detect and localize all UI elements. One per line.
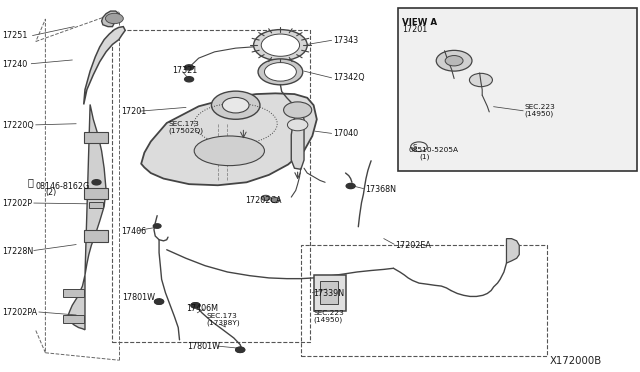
Polygon shape [506, 238, 519, 263]
Circle shape [271, 198, 280, 203]
Text: SEC.223: SEC.223 [524, 105, 555, 110]
Circle shape [184, 65, 193, 70]
Bar [63, 289, 84, 297]
Circle shape [211, 91, 260, 119]
Circle shape [469, 73, 492, 87]
Text: 17202PA: 17202PA [3, 308, 38, 317]
Text: 17406: 17406 [121, 227, 146, 236]
Circle shape [191, 303, 200, 308]
Text: (14950): (14950) [314, 316, 343, 323]
Text: (17502Q): (17502Q) [168, 127, 203, 134]
Polygon shape [68, 275, 85, 330]
Text: 17321: 17321 [172, 66, 197, 75]
Bar [89, 202, 103, 208]
Text: 17801W: 17801W [122, 294, 155, 302]
Circle shape [236, 347, 244, 352]
Bar [84, 231, 108, 241]
Circle shape [436, 50, 472, 71]
Text: VIEW A: VIEW A [402, 18, 437, 27]
Text: 17040: 17040 [333, 129, 358, 138]
Bar [301, 245, 547, 356]
Text: (1): (1) [419, 153, 429, 160]
Polygon shape [141, 93, 317, 185]
Circle shape [445, 55, 463, 66]
Text: Ⓑ: Ⓑ [28, 177, 33, 187]
Circle shape [284, 102, 312, 118]
Text: SEC.223: SEC.223 [314, 310, 344, 316]
Text: 17228N: 17228N [3, 247, 34, 256]
Text: 17342Q: 17342Q [333, 73, 364, 82]
Text: 17339N: 17339N [314, 289, 345, 298]
Text: (17338Y): (17338Y) [206, 320, 240, 326]
Text: SEC.173: SEC.173 [168, 121, 199, 127]
Text: X172000B: X172000B [550, 356, 602, 366]
Circle shape [222, 97, 249, 113]
Circle shape [261, 195, 270, 201]
Text: 17240: 17240 [3, 60, 28, 69]
Circle shape [184, 77, 193, 82]
Text: (2): (2) [45, 188, 57, 197]
Polygon shape [291, 113, 304, 169]
Circle shape [253, 30, 307, 61]
Text: SEC.173: SEC.173 [206, 314, 237, 320]
Bar [84, 188, 108, 199]
Circle shape [346, 183, 355, 189]
Text: 17251: 17251 [3, 31, 28, 41]
Polygon shape [85, 105, 106, 275]
Polygon shape [102, 11, 119, 27]
Text: 17368N: 17368N [365, 185, 396, 194]
Bar [84, 132, 108, 143]
Bar [320, 281, 338, 304]
Text: 17220Q: 17220Q [3, 122, 35, 131]
Text: S: S [412, 144, 417, 150]
Circle shape [155, 299, 164, 304]
Ellipse shape [194, 136, 264, 166]
Text: 08146-8162G: 08146-8162G [36, 182, 90, 190]
Text: 17202CA: 17202CA [245, 196, 282, 205]
Text: 17343: 17343 [333, 36, 358, 45]
Polygon shape [84, 27, 125, 105]
Text: 17202EA: 17202EA [396, 241, 431, 250]
Circle shape [261, 34, 300, 56]
Text: 17201: 17201 [402, 25, 427, 34]
Text: (14950): (14950) [524, 111, 554, 117]
Text: 17201: 17201 [121, 108, 146, 116]
Circle shape [155, 299, 164, 304]
Circle shape [264, 62, 296, 81]
Circle shape [106, 13, 124, 24]
Bar [113, 31, 310, 341]
Text: 17406M: 17406M [186, 304, 218, 313]
Polygon shape [314, 275, 346, 311]
Bar [398, 8, 637, 171]
Circle shape [154, 224, 161, 228]
Text: 17202P: 17202P [3, 199, 33, 208]
Bar [63, 315, 84, 323]
Text: 08510-5205A: 08510-5205A [408, 147, 458, 153]
Circle shape [258, 59, 303, 85]
Text: 17801W: 17801W [187, 341, 220, 350]
Circle shape [287, 119, 308, 131]
Circle shape [236, 347, 244, 352]
Circle shape [191, 303, 200, 308]
Circle shape [92, 180, 101, 185]
